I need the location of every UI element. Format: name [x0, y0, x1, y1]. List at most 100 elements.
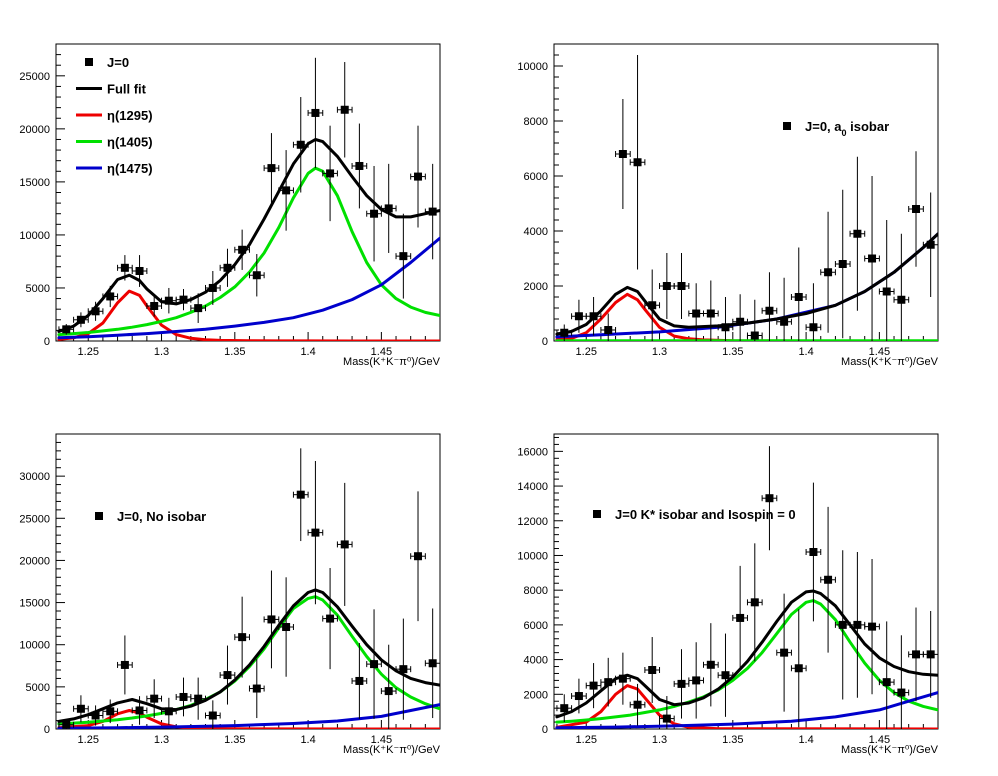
y-tick-label: 30000: [19, 471, 50, 483]
marker-square: [765, 494, 774, 503]
fit-curves: [555, 589, 938, 729]
legend-entry: Full fit: [76, 82, 147, 97]
marker-square: [618, 150, 627, 158]
data-point: [746, 299, 763, 341]
data-point: [117, 635, 133, 695]
data-point: [175, 289, 192, 311]
data-point: [702, 623, 719, 707]
data-point: [673, 253, 690, 319]
marker-square: [282, 186, 291, 195]
data-point: [278, 150, 294, 231]
data-point: [571, 678, 587, 714]
data-point: [761, 446, 778, 551]
y-axis: 0 2000 4000 6000 8000 10000 12000 14000 16000: [517, 436, 563, 736]
x-tick-label: 1.3: [652, 734, 667, 746]
marker-square: [267, 164, 276, 173]
marker-square: [223, 263, 232, 272]
x-axis-label: Mass(K⁺K⁻π⁰)/GeV: [343, 744, 441, 756]
legend-entry: J=0, a0 isobar: [783, 119, 889, 138]
x-axis-label: Mass(K⁺K⁻π⁰)/GeV: [841, 356, 939, 368]
marker-square: [692, 309, 701, 318]
data-point: [600, 313, 617, 341]
marker-square: [721, 671, 730, 680]
data-point: [776, 277, 792, 341]
y-tick-label: 0: [44, 724, 50, 736]
data-point: [307, 460, 324, 605]
marker-square: [926, 240, 935, 249]
data-point: [688, 283, 704, 341]
data-point: [571, 299, 587, 333]
y-tick-label: 16000: [517, 446, 548, 458]
fit-curves: [555, 232, 938, 341]
marker-square: [574, 692, 583, 701]
data-point: [805, 482, 822, 622]
marker-square: [384, 687, 393, 696]
y-tick-label: 10000: [19, 230, 50, 242]
y-tick-label: 15000: [19, 177, 50, 189]
legend-label: η(1475): [107, 161, 153, 176]
marker-square: [912, 205, 921, 213]
marker-square: [809, 548, 818, 556]
y-tick-label: 4000: [524, 226, 548, 238]
marker-square: [604, 678, 613, 687]
data-point: [834, 189, 851, 339]
x-tick-label: 1.35: [722, 734, 743, 746]
legend-marker: [85, 58, 93, 66]
data-point: [73, 312, 89, 328]
marker-square: [926, 650, 935, 659]
marker-square: [135, 706, 144, 715]
y-tick-label: 20000: [19, 124, 50, 136]
marker-square: [824, 268, 833, 277]
marker-square: [721, 323, 730, 332]
series-line-blue-component: [555, 691, 938, 729]
data-point: [644, 637, 661, 703]
data-point: [161, 287, 177, 314]
marker-square: [897, 295, 906, 304]
data-point: [410, 125, 426, 228]
y-tick-label: 10000: [517, 550, 548, 562]
marker-square: [780, 317, 789, 326]
data-point: [234, 596, 250, 678]
series-line-full-fit: [57, 588, 440, 723]
data-point: [556, 694, 573, 723]
marker-square: [428, 207, 437, 216]
legend-marker: [593, 510, 601, 518]
data-point: [761, 272, 778, 341]
marker-square: [340, 105, 349, 114]
y-axis: 0 2000 4000 6000 8000 10000: [517, 43, 563, 348]
plot-frame: [553, 43, 939, 342]
data-point: [351, 123, 368, 209]
marker-square: [853, 620, 862, 629]
data-point: [849, 156, 866, 311]
x-tick-label: 1.25: [576, 734, 597, 746]
marker-square: [135, 266, 144, 275]
y-tick-label: 14000: [517, 481, 548, 493]
data-point: [424, 163, 441, 260]
legend-label: J=0 K* isobar and Isospin = 0: [615, 507, 796, 522]
x-tick-label: 1.3: [652, 346, 667, 358]
marker-square: [838, 260, 847, 268]
marker-square: [706, 660, 715, 669]
marker-square: [633, 700, 642, 709]
marker-square: [370, 209, 379, 218]
series-line-blue-component: [57, 703, 440, 729]
data-point: [629, 683, 646, 726]
marker-square: [662, 714, 671, 723]
marker-square: [62, 325, 71, 334]
x-tick-label: 1.35: [224, 734, 245, 746]
data-point: [278, 577, 294, 677]
marker-square: [750, 331, 759, 340]
y-tick-label: 2000: [524, 281, 548, 293]
marker-square: [414, 552, 423, 561]
marker-square: [912, 650, 921, 659]
legend-marker: [95, 512, 103, 520]
marker-square: [150, 694, 159, 703]
x-tick-label: 1.4: [798, 734, 813, 746]
x-tick-label: 1.25: [78, 346, 99, 358]
data-point: [702, 280, 719, 341]
series-line--1295-: [57, 289, 440, 341]
data-point: [864, 176, 880, 341]
data-point: [131, 255, 148, 287]
marker-square: [706, 309, 715, 318]
marker-square: [252, 684, 261, 693]
